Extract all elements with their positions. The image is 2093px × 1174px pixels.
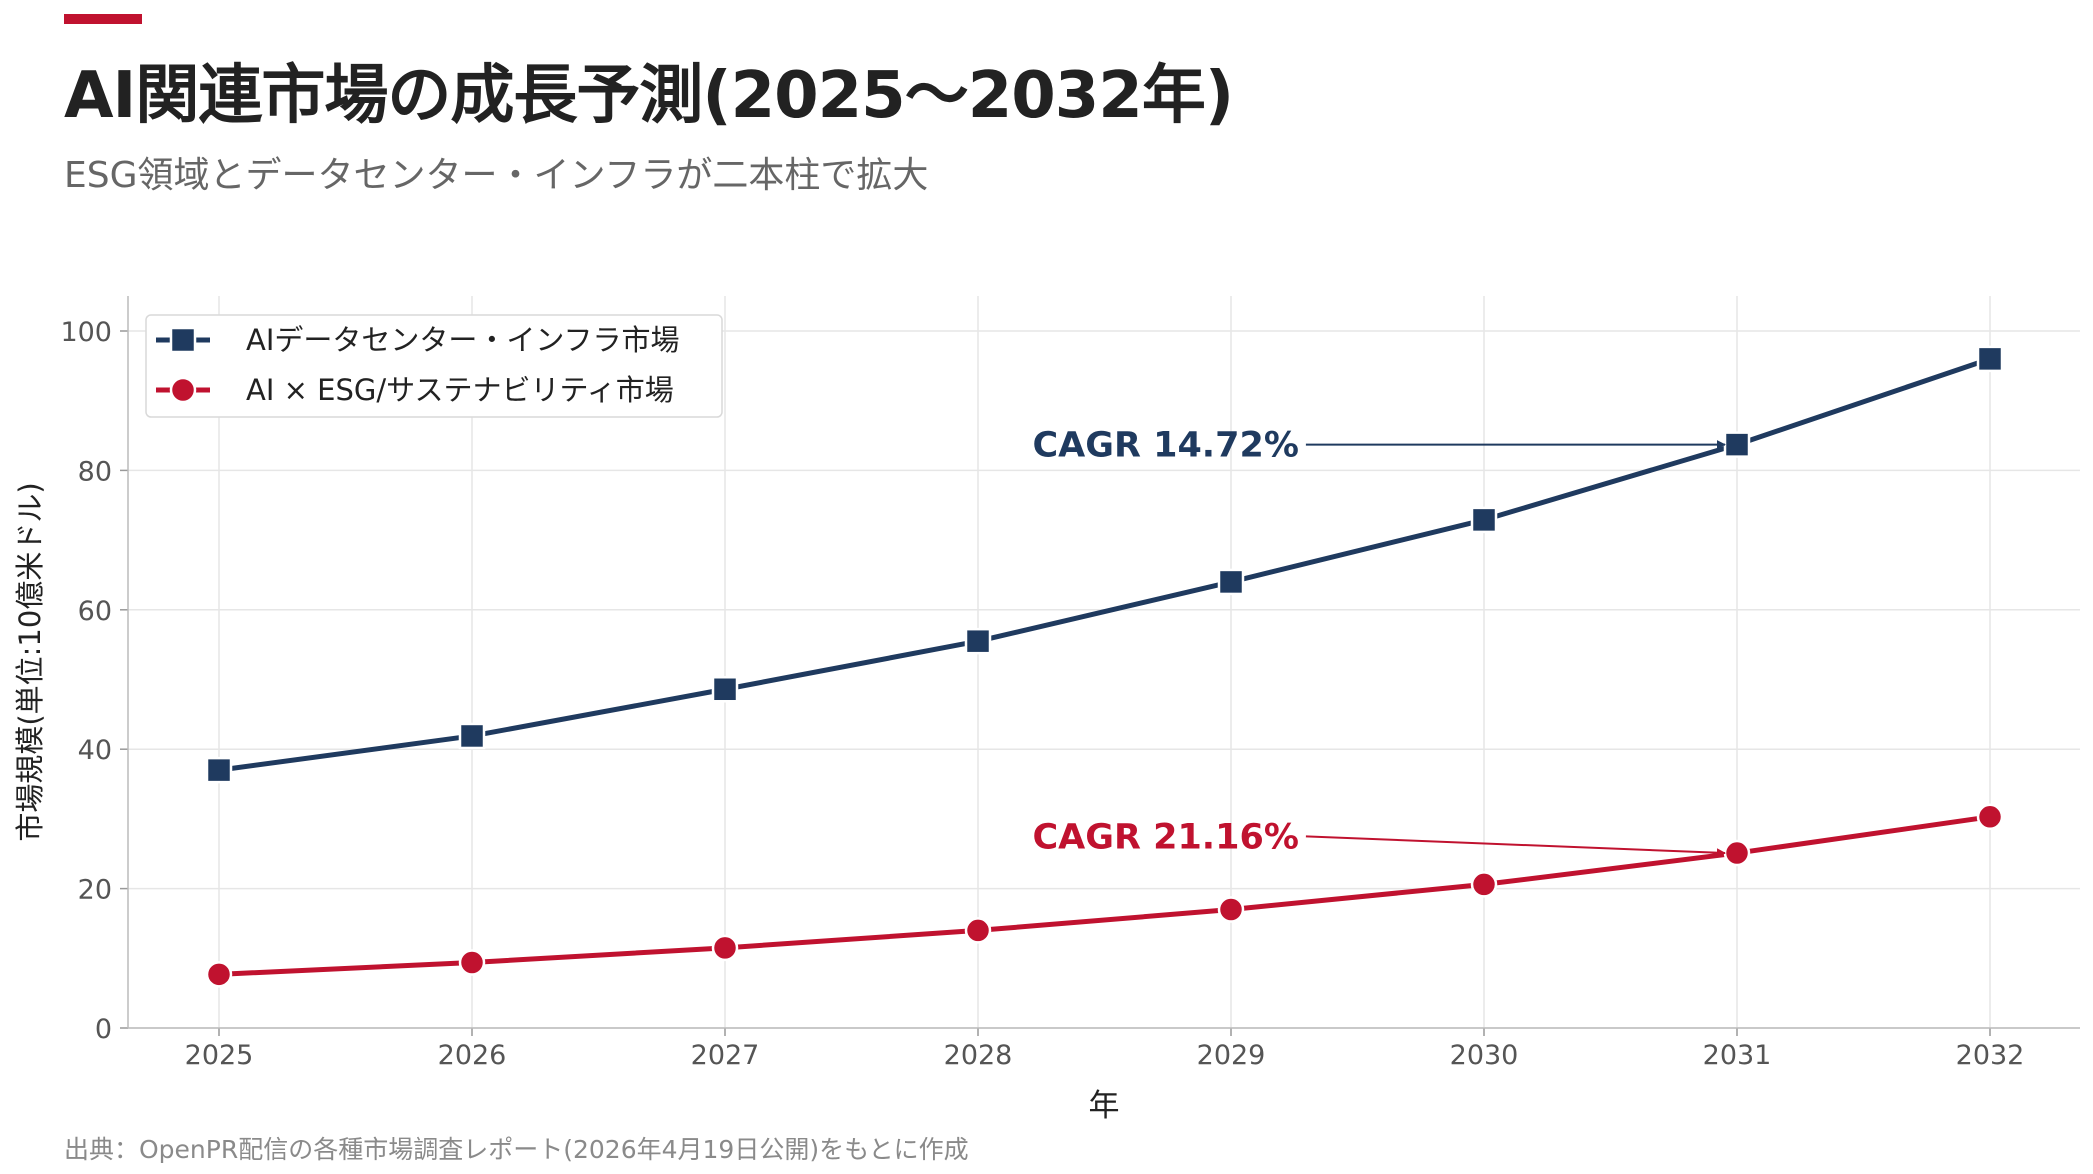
page-title: AI関連市場の成長予測(2025〜2032年) (64, 59, 1234, 133)
data-point-circle (205, 961, 233, 988)
data-point-circle (1976, 803, 2004, 831)
x-axis-label: 年 (1089, 1088, 1120, 1124)
chart-series (205, 345, 2004, 988)
legend-marker-circle (169, 376, 197, 404)
cagr-annotation-label: CAGR 21.16% (1032, 817, 1298, 857)
y-tick-label: 80 (78, 456, 112, 487)
x-tick-label: 2029 (1197, 1040, 1266, 1071)
x-tick-label: 2025 (185, 1040, 254, 1071)
x-tick-label: 2030 (1450, 1040, 1519, 1071)
data-point-square (458, 722, 486, 750)
cagr-annotation-label: CAGR 14.72% (1032, 426, 1298, 466)
legend-label: AI × ESG/サステナビリティ市場 (246, 373, 674, 407)
chart-axes: 0 20 40 60 80 100 2025 2026 2027 2028 2029 2030 2031… (60, 296, 2080, 1071)
data-point-square (1723, 431, 1751, 458)
data-point-circle (1723, 839, 1751, 867)
series-line-1 (218, 814, 1991, 977)
data-point-square (964, 627, 992, 655)
y-tick-label: 20 (78, 875, 112, 906)
y-tick-label: 100 (60, 317, 112, 348)
data-point-circle (1217, 896, 1245, 923)
data-point-circle (711, 934, 739, 962)
data-point-circle (964, 917, 992, 944)
page-subtitle: ESG領域とデータセンター・インフラが二本柱で拡大 (64, 155, 929, 196)
x-tick-label: 2031 (1703, 1040, 1772, 1071)
data-point-square (205, 756, 233, 784)
x-tick-label: 2027 (691, 1040, 760, 1071)
chart-annotations: CAGR 14.72% CAGR 21.16% (1032, 426, 1726, 858)
legend-label: AIデータセンター・インフラ市場 (246, 323, 680, 357)
x-tick-label: 2028 (944, 1040, 1013, 1071)
data-point-circle (1470, 871, 1498, 898)
x-tick-label: 2032 (1956, 1040, 2025, 1071)
data-point-square (711, 676, 739, 703)
y-tick-label: 40 (78, 735, 112, 766)
data-point-square (1976, 345, 2004, 373)
x-tick-label: 2026 (438, 1040, 507, 1071)
data-point-square (1217, 568, 1245, 596)
annotation-arrow (1305, 835, 1726, 858)
y-axis-label: 市場規模(単位:10億米ドル) (13, 482, 47, 841)
data-point-circle (458, 949, 486, 976)
data-point-square (1470, 506, 1498, 534)
legend-marker-square (169, 326, 197, 354)
title-accent-bar (64, 14, 142, 24)
source-note: 出典：OpenPR配信の各種市場調査レポート(2026年4月19日公開)をもとに… (64, 1135, 969, 1164)
y-tick-label: 0 (95, 1014, 112, 1045)
series-line-0 (218, 356, 1991, 773)
legend-box (145, 314, 723, 418)
y-tick-label: 60 (78, 596, 112, 627)
chart-legend: AIデータセンター・インフラ市場 AI × ESG/サステナビリティ市場 (145, 314, 723, 418)
